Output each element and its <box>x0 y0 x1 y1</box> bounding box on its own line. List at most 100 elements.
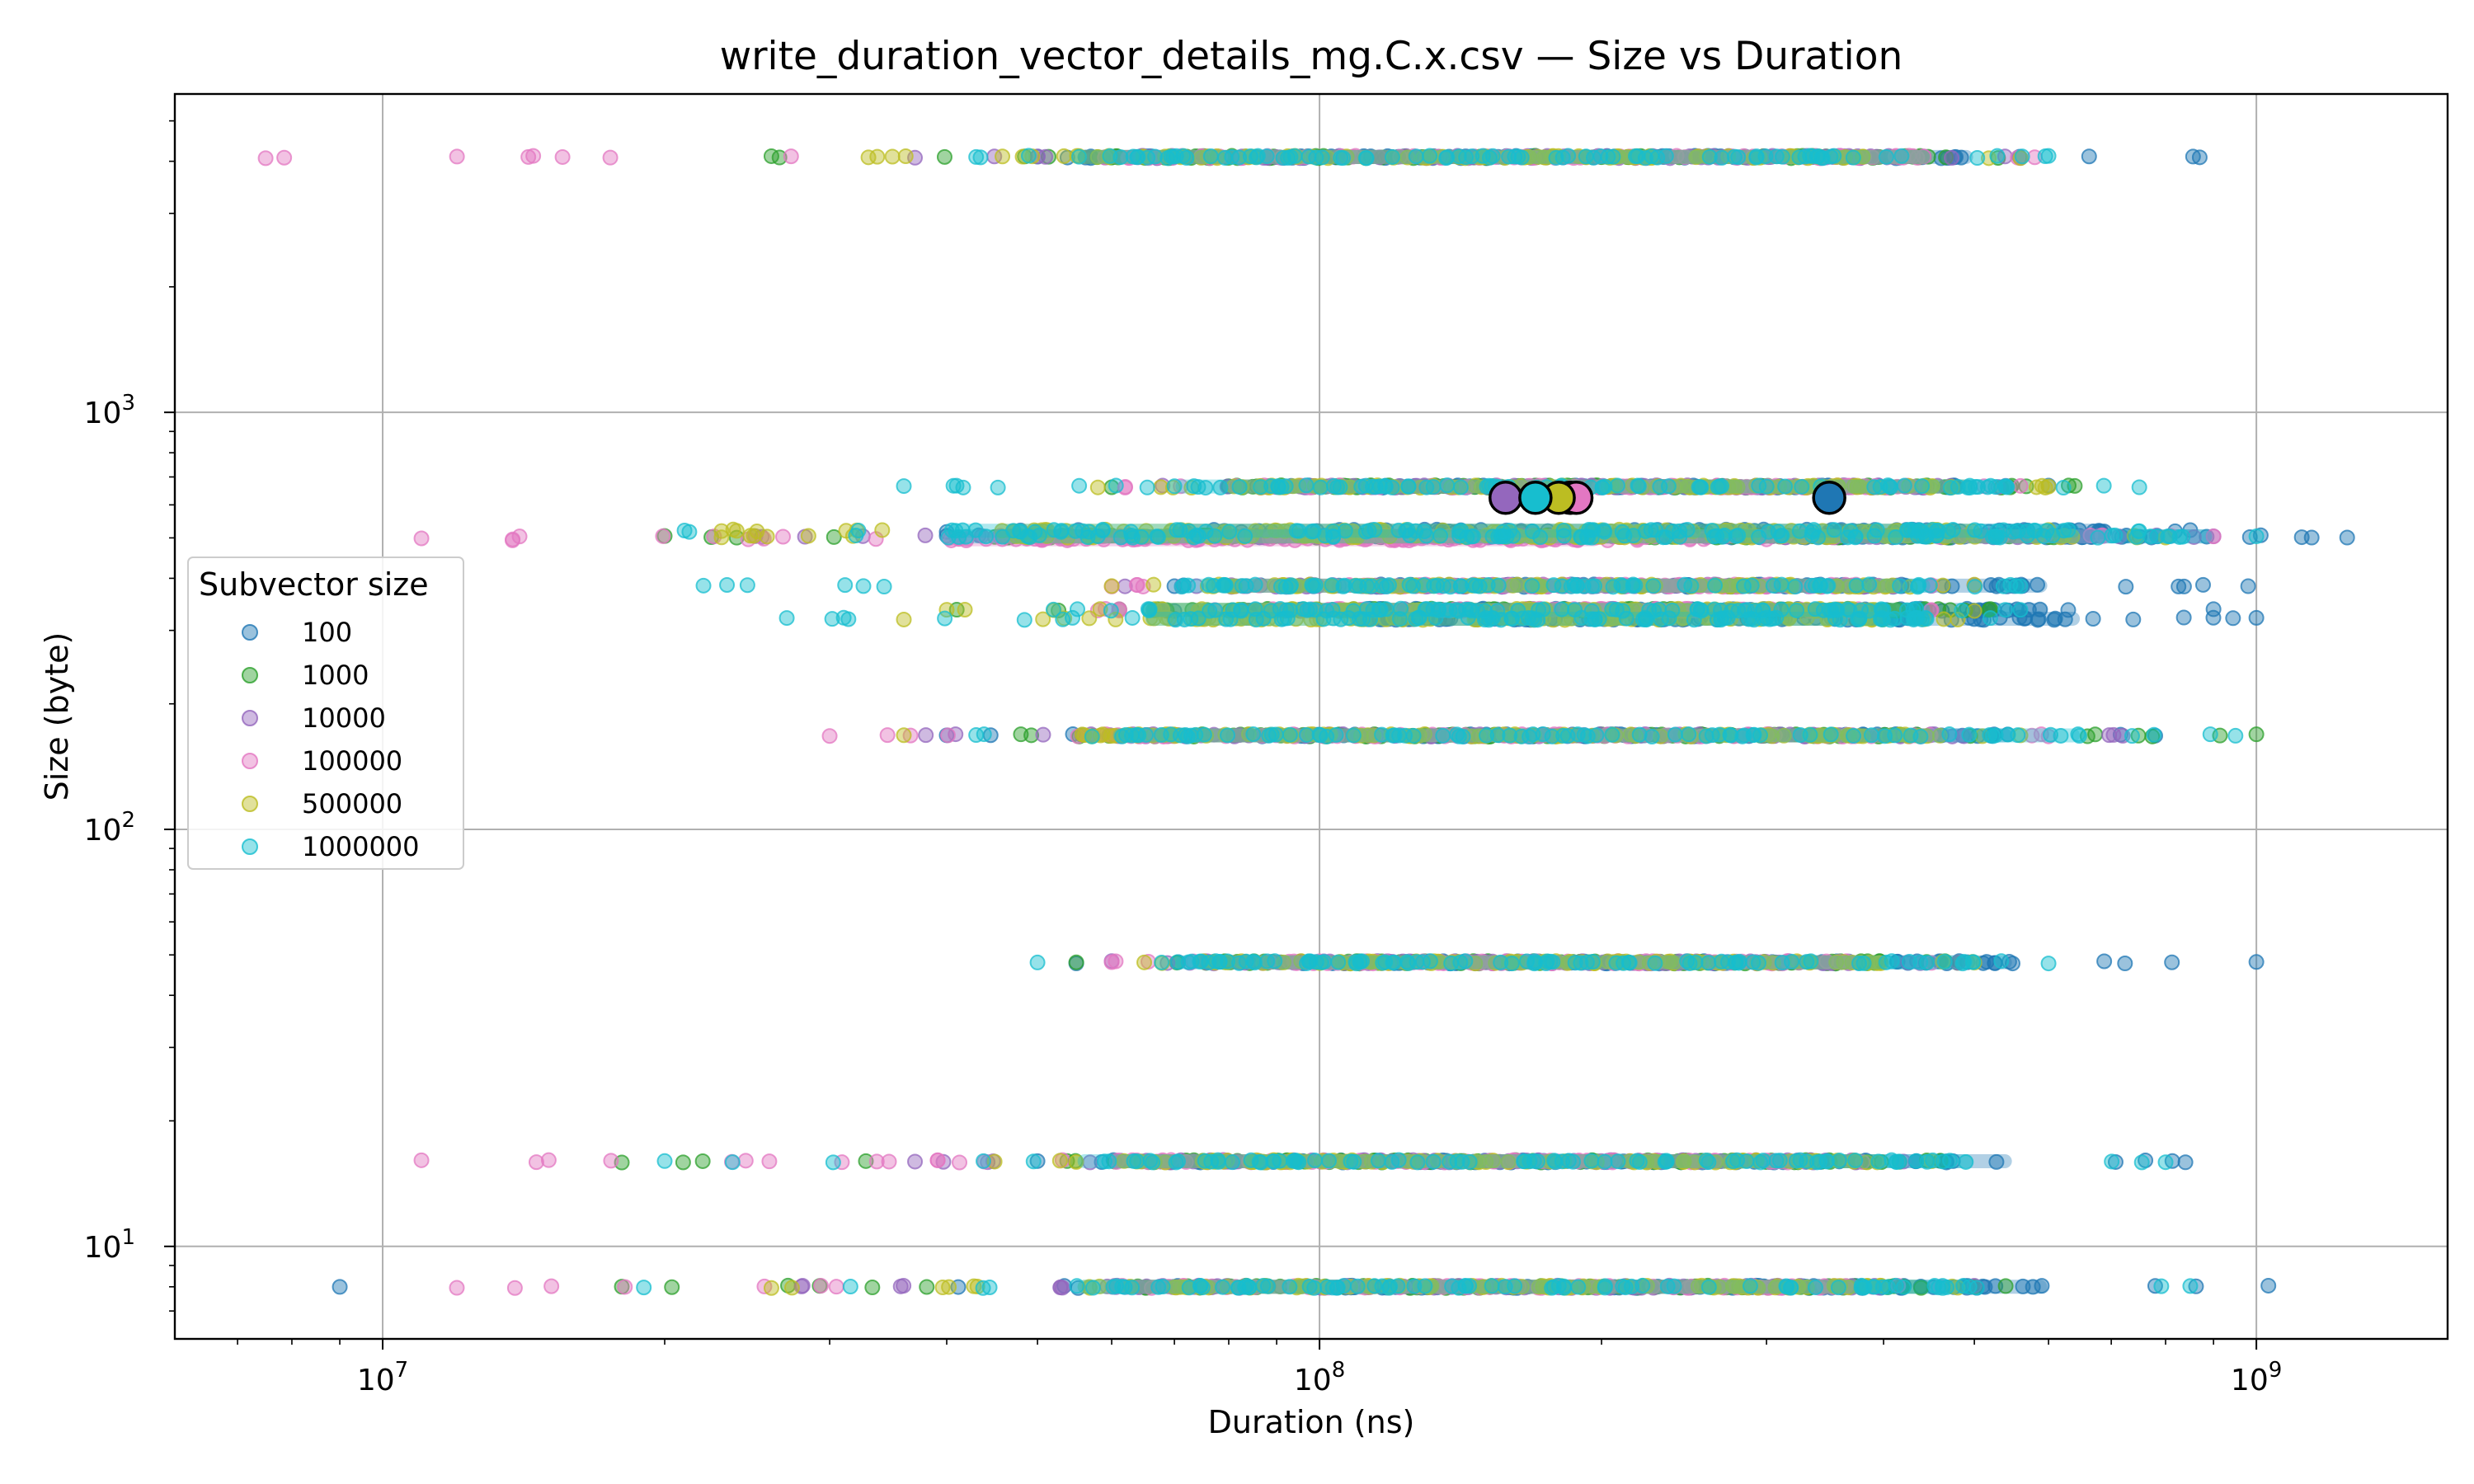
data-point <box>2157 1154 2174 1171</box>
data-point <box>2248 954 2265 970</box>
data-point <box>2248 726 2265 743</box>
data-point <box>1124 609 1141 626</box>
data-point <box>763 1280 779 1296</box>
data-point <box>824 611 840 627</box>
data-point <box>761 1153 778 1170</box>
data-point <box>1997 602 2014 618</box>
data-point <box>1103 578 1120 594</box>
data-point <box>783 1280 800 1296</box>
data-point <box>917 527 934 543</box>
data-point <box>2153 1278 2170 1294</box>
data-point <box>540 1152 557 1168</box>
data-point <box>896 1277 912 1294</box>
data-point <box>874 522 891 538</box>
data-point <box>2081 148 2097 165</box>
data-point <box>2194 576 2211 593</box>
data-point <box>1029 954 1046 970</box>
data-point <box>1089 479 1106 495</box>
data-point <box>1997 1278 2014 1294</box>
data-point <box>1154 954 1170 970</box>
data-point <box>2012 602 2029 618</box>
data-point <box>413 530 430 547</box>
chart-title: write_duration_vector_details_mg.C.x.csv… <box>720 34 1903 79</box>
data-point <box>332 1279 348 1295</box>
data-point <box>1052 1280 1069 1296</box>
data-point <box>2293 529 2310 546</box>
grid-lines <box>175 94 2448 1339</box>
data-point <box>2034 1278 2050 1294</box>
data-point <box>2096 953 2113 970</box>
data-point <box>1129 577 1145 594</box>
data-point <box>1145 576 1162 593</box>
data-point <box>725 521 741 538</box>
data-point <box>939 727 956 744</box>
data-point <box>934 1280 951 1296</box>
data-point <box>2202 726 2218 743</box>
data-point <box>506 1280 523 1296</box>
data-point <box>2339 529 2355 546</box>
data-point <box>896 727 912 744</box>
data-point <box>1988 1153 2005 1170</box>
data-point <box>1068 954 1084 970</box>
data-point <box>449 1280 465 1296</box>
data-point <box>1025 1153 1042 1170</box>
data-point <box>907 1153 924 1170</box>
data-point <box>1944 149 1960 166</box>
data-points <box>257 148 2355 1296</box>
data-point <box>2175 609 2192 626</box>
data-point <box>655 528 671 544</box>
data-point <box>842 1279 858 1295</box>
data-point <box>2227 727 2244 744</box>
data-point <box>1982 576 1999 593</box>
data-point <box>825 1154 841 1171</box>
data-point <box>2060 602 2077 618</box>
data-point <box>918 727 934 744</box>
data-point <box>937 610 953 627</box>
data-point <box>2171 578 2187 594</box>
data-point <box>957 601 973 618</box>
data-point <box>1070 601 1086 618</box>
data-point <box>929 1152 946 1168</box>
data-point <box>1136 954 1153 970</box>
data-point <box>2164 954 2180 970</box>
data-point <box>919 1279 935 1295</box>
data-point <box>603 1153 619 1169</box>
data-point <box>976 1153 992 1169</box>
data-point <box>2040 956 2057 972</box>
data-point <box>981 1280 998 1296</box>
data-point <box>1045 601 1061 618</box>
data-point <box>656 1153 673 1169</box>
data-point <box>2146 726 2162 743</box>
data-point <box>2205 601 2222 618</box>
data-point <box>869 148 886 165</box>
data-point <box>276 149 293 166</box>
data-point <box>896 611 912 627</box>
data-point <box>2182 1278 2199 1294</box>
data-point <box>1935 611 1952 627</box>
data-point <box>1108 953 1124 970</box>
data-point <box>881 1153 897 1170</box>
data-point <box>2057 611 2073 627</box>
data-point <box>2124 728 2140 744</box>
data-point <box>840 611 857 627</box>
data-point <box>936 148 952 165</box>
data-point <box>737 1153 754 1169</box>
data-point <box>1982 610 1998 627</box>
data-point <box>952 1154 968 1171</box>
data-point <box>1993 953 2010 970</box>
data-point <box>1051 1153 1068 1169</box>
data-point <box>511 528 528 545</box>
data-point <box>2147 1278 2163 1294</box>
data-point <box>2030 576 2046 593</box>
data-point <box>636 1280 652 1296</box>
data-point <box>783 148 799 165</box>
data-point <box>2133 1154 2150 1171</box>
data-point <box>617 1279 633 1295</box>
data-point <box>2188 1278 2204 1294</box>
data-point <box>2118 579 2134 595</box>
data-point <box>675 1154 691 1171</box>
data-point <box>1056 148 1072 164</box>
data-point <box>2012 477 2029 494</box>
data-point <box>257 150 274 167</box>
